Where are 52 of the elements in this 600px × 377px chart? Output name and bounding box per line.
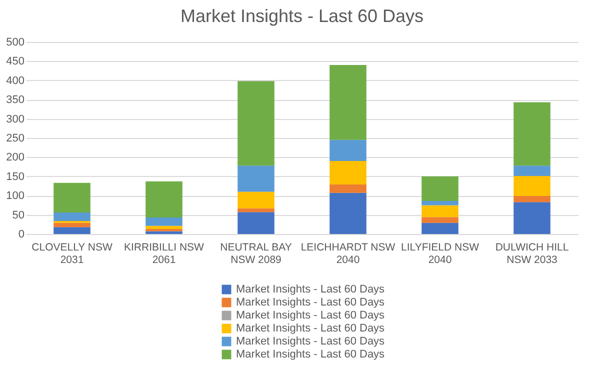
bar [514,102,550,166]
chart-title: Market Insights - Last 60 Days [180,6,424,26]
bar [146,226,182,230]
x-tick-label: LEICHHARDT NSW 2040 [300,242,396,266]
bar [422,222,458,234]
y-tick-label: 0 [18,228,24,240]
bar [422,217,458,223]
y-tick-label: 500 [6,36,24,48]
y-tick-label: 50 [12,209,24,222]
y-tick-label: 100 [6,190,24,202]
bar [54,212,90,221]
y-tick-label: 250 [6,132,24,144]
y-tick-label: 400 [6,74,24,87]
bar [514,176,550,196]
bar [330,192,366,234]
x-tick-label: DULWICH HILL NSW 2033 [495,242,569,266]
bar [238,192,274,208]
bar [514,202,550,234]
y-tick-label: 150 [6,170,24,183]
y-tick-label: 200 [6,152,24,164]
bar [54,227,90,234]
bar [330,140,366,162]
x-tick-label: LILYFIELD NSW 2040 [401,242,480,266]
legend-label: Market Insights - Last 60 Days [236,348,386,360]
bar [54,182,90,212]
bar [238,208,274,212]
x-tick-label: KIRRIBILLI NSW 2061 [124,242,204,266]
bar [514,166,550,176]
bar [514,196,550,202]
bar [422,200,458,206]
legend-label: Market Insights - Last 60 Days [236,296,386,308]
bar [54,222,90,228]
y-tick-label: 350 [6,94,24,106]
bar [422,205,458,218]
bar [146,181,182,218]
bar [238,166,274,192]
legend-label: Market Insights - Last 60 Days [236,336,386,348]
bar [146,231,182,234]
bar [330,184,366,193]
y-tick-label: 450 [6,56,24,68]
legend-label: Market Insights - Last 60 Days [236,322,386,334]
legend-label: Market Insights - Last 60 Days [236,310,386,322]
bar [330,65,366,140]
bar [330,161,366,184]
bar [422,176,458,201]
x-tick-label: CLOVELLY NSW 2031 [32,242,112,266]
bar [146,217,182,226]
bar [238,212,274,234]
bar [238,81,274,166]
x-tick-label: NEUTRAL BAY NSW 2089 [220,242,292,266]
legend-label: Market Insights - Last 60 Days [236,284,386,296]
y-tick-label: 300 [6,113,24,126]
